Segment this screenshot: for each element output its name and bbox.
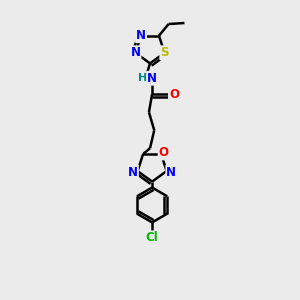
Text: N: N [128, 166, 138, 178]
Text: H: H [138, 73, 147, 83]
Text: N: N [166, 166, 176, 178]
Text: N: N [136, 29, 146, 42]
Text: N: N [130, 46, 140, 59]
Text: N: N [147, 72, 157, 85]
Text: O: O [169, 88, 179, 101]
Text: S: S [160, 46, 169, 59]
Text: Cl: Cl [146, 231, 158, 244]
Text: O: O [159, 146, 169, 159]
